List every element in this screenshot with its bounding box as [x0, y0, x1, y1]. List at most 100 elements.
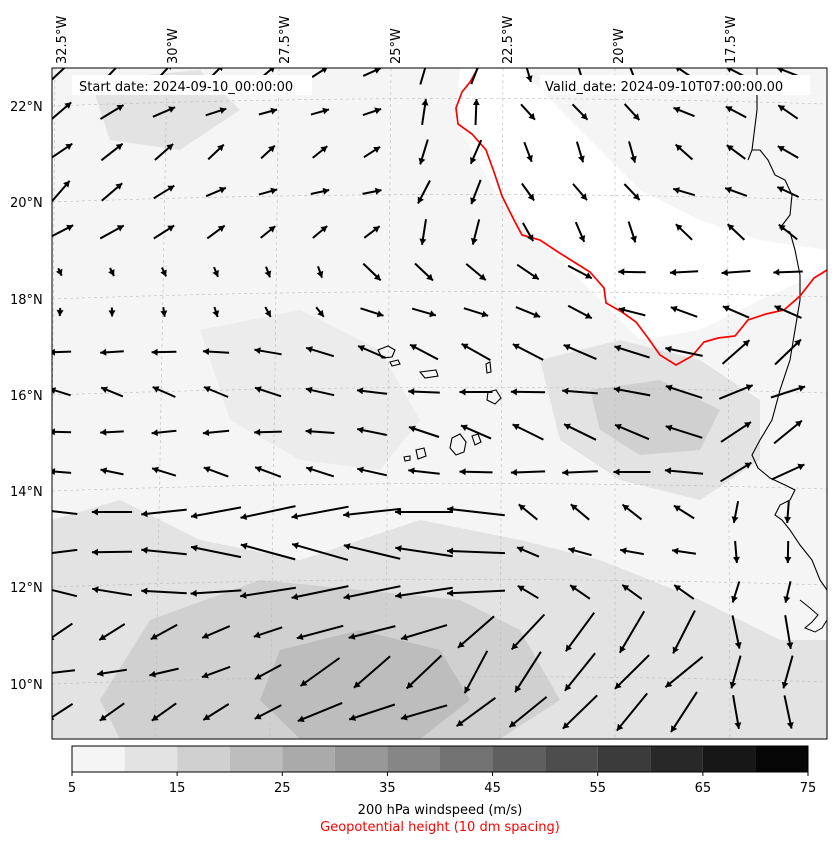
wind-arrow [52, 101, 72, 121]
lon-label-20w: 20°W [612, 28, 627, 64]
wind-arrow [258, 107, 278, 116]
wind-arrow [718, 384, 754, 400]
map-panel: Start date: 2024-09-10_00:00:00 Valid_da… [51, 67, 828, 740]
wind-arrow [616, 692, 648, 732]
wind-arrow [674, 143, 694, 161]
wind-arrow [203, 386, 229, 398]
colorbar-ticks: 5 15 25 35 45 55 65 75 [68, 772, 816, 796]
wind-arrow [395, 545, 453, 558]
lat-label-20n: 20°N [10, 196, 43, 211]
wind-arrow [508, 696, 548, 728]
wind-arrow [101, 182, 123, 202]
colorbar-bin [545, 746, 598, 772]
wind-arrow [784, 615, 794, 649]
wind-arrow [562, 469, 598, 476]
wind-arrow [563, 423, 597, 441]
colorbar: 5 15 25 35 45 55 65 75 200 hPa windspeed (m/s) … [68, 745, 816, 835]
wind-arrow [418, 139, 429, 165]
wind-arrow [516, 546, 540, 558]
wind-arrow [521, 182, 535, 202]
coastline-africa [747, 68, 827, 591]
colorbar-tick-label: 55 [589, 781, 606, 796]
wind-arrow [522, 222, 534, 242]
wind-arrow [202, 348, 230, 356]
latitude-labels: 22°N 20°N 18°N 16°N 14°N 12°N 10°N [10, 100, 43, 693]
colorbar-bin [650, 746, 703, 772]
wind-arrow [151, 429, 177, 437]
wind-arrow [141, 508, 187, 518]
cape-verde-islands [377, 345, 502, 462]
wind-arrow [673, 106, 695, 118]
wind-arrow [472, 98, 480, 126]
wind-arrow [614, 654, 650, 690]
wind-arrow [419, 68, 427, 85]
wind-vectors [52, 68, 806, 733]
lon-label-32-5w: 32.5°W [55, 16, 70, 64]
colorbar-tick-label: 65 [695, 781, 712, 796]
colorbar-tick-label: 15 [169, 781, 186, 796]
wind-arrow [564, 612, 596, 652]
wind-arrow [575, 141, 585, 163]
shade-level-1-east-north [520, 68, 827, 250]
wind-arrow [254, 347, 282, 356]
wind-arrow [562, 694, 598, 730]
valid-date-label: Valid_date: 2024-09-10T07:00:00.00 [545, 80, 783, 95]
wind-arrow [362, 107, 382, 117]
wind-arrow [153, 184, 175, 200]
wind-arrow [725, 105, 747, 119]
wind-arrow [408, 425, 440, 438]
wind-arrow [52, 180, 71, 203]
colorbar-bin [755, 746, 808, 772]
wind-arrow [201, 625, 231, 639]
colorbar-bin [702, 746, 756, 772]
wind-arrow [190, 506, 242, 519]
wind-arrow [356, 466, 388, 477]
wind-arrow [240, 542, 296, 561]
wind-arrow [783, 581, 792, 603]
wind-arrow [731, 615, 742, 649]
wind-arrow [512, 343, 544, 361]
wind-arrow [564, 652, 596, 692]
wind-arrow [771, 463, 805, 481]
wind-arrow [720, 461, 752, 483]
wind-arrow [299, 657, 341, 687]
wind-arrow [151, 466, 177, 477]
wind-arrow [510, 468, 546, 476]
wind-arrow [783, 695, 794, 729]
wind-arrow [623, 103, 641, 121]
colorbar-tick-label: 75 [800, 781, 817, 796]
wind-arrow [671, 547, 697, 555]
wind-arrow [52, 428, 72, 436]
wind-arrow [781, 655, 794, 689]
wind-arrow [312, 145, 328, 159]
longitude-labels: 32.5°W 30°W 27.5°W 25°W 22.5°W 20°W 17.5… [55, 16, 739, 64]
start-date-box [72, 75, 312, 95]
colorbar-bin [177, 746, 230, 772]
wind-arrow [614, 344, 650, 359]
wind-arrow [409, 343, 439, 361]
wind-arrow [190, 544, 242, 559]
wind-arrow [343, 507, 401, 518]
wind-arrow [510, 613, 546, 651]
wind-arrow [100, 142, 124, 162]
wind-arrow [253, 626, 283, 639]
colorbar-tick-label: 45 [484, 781, 501, 796]
wind-arrow [206, 224, 226, 240]
wind-arrow [203, 466, 229, 478]
geopotential-contour [455, 68, 827, 366]
wind-arrow [201, 665, 231, 679]
wind-arrow [773, 419, 803, 445]
windspeed-shading [52, 68, 827, 739]
wind-arrow [108, 307, 116, 317]
wind-arrow [731, 581, 741, 603]
wind-arrow [260, 225, 276, 239]
wind-arrow [97, 668, 127, 677]
wind-arrow [517, 584, 539, 600]
wind-arrow [574, 221, 586, 243]
coastline-guinea [799, 599, 827, 633]
wind-arrow [212, 306, 220, 318]
wind-arrow [770, 385, 806, 399]
wind-arrow [254, 664, 282, 680]
wind-arrow [729, 655, 742, 689]
